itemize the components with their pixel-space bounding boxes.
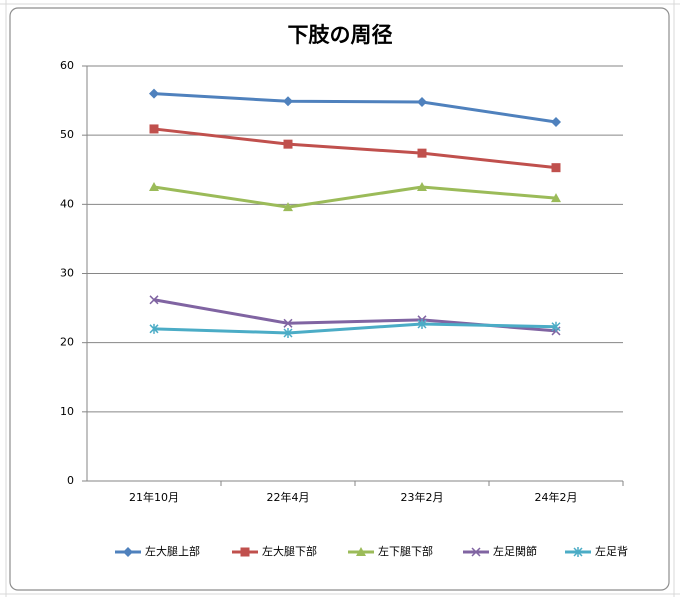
marker xyxy=(551,117,561,128)
series-line xyxy=(153,127,557,170)
x-tick-label: 21年10月 xyxy=(129,490,179,504)
y-tick-label: 0 xyxy=(67,474,74,487)
marker xyxy=(417,318,427,329)
y-tick-label: 20 xyxy=(60,336,74,349)
marker xyxy=(283,327,293,338)
legend-label: 左足背 xyxy=(595,544,628,558)
marker xyxy=(149,295,159,305)
marker xyxy=(283,202,293,212)
series-line xyxy=(153,185,557,209)
marker xyxy=(149,124,159,134)
legend-marker xyxy=(471,547,481,557)
y-tick-label: 50 xyxy=(60,128,74,141)
marker xyxy=(417,182,427,192)
marker xyxy=(551,163,561,173)
series-line xyxy=(153,322,557,335)
legend-label: 左大腿上部 xyxy=(145,544,200,558)
marker xyxy=(149,323,159,334)
y-tick-label: 40 xyxy=(60,197,74,210)
legend-marker xyxy=(240,547,250,557)
marker xyxy=(417,96,427,107)
series-line xyxy=(153,92,557,124)
x-tick-label: 23年2月 xyxy=(401,490,444,504)
marker xyxy=(149,182,159,192)
chart-title: 下肢の周径 xyxy=(288,23,393,47)
x-tick-label: 22年4月 xyxy=(267,490,310,504)
chart-frame xyxy=(9,7,670,591)
marker xyxy=(283,139,293,149)
legend-marker xyxy=(123,547,133,557)
marker xyxy=(551,193,561,203)
marker xyxy=(551,321,561,332)
marker xyxy=(417,148,427,158)
marker xyxy=(283,318,293,328)
legend-marker xyxy=(356,547,366,556)
legend-label: 左下腿下部 xyxy=(378,544,433,558)
marker xyxy=(283,96,293,107)
x-tick-label: 24年2月 xyxy=(535,490,578,504)
legend-label: 左大腿下部 xyxy=(262,544,317,558)
legend-marker xyxy=(573,547,583,557)
y-tick-label: 30 xyxy=(60,267,74,280)
marker xyxy=(149,88,159,99)
y-tick-label: 60 xyxy=(60,59,74,72)
y-tick-label: 10 xyxy=(60,405,74,418)
legend-label: 左足関節 xyxy=(493,544,537,558)
